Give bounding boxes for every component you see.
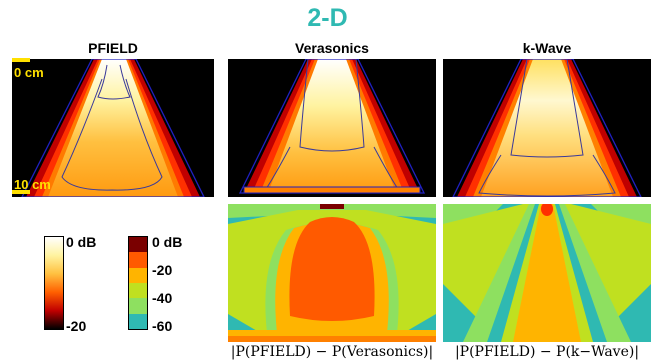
diff-colorbar-band bbox=[129, 237, 147, 252]
diff-colorbar-band bbox=[129, 283, 147, 298]
diff-colorbar-band bbox=[129, 268, 147, 283]
diff-colorbar-label-40: -40 bbox=[152, 290, 173, 306]
figure-title: 2-D bbox=[307, 4, 348, 32]
depth-label-10cm: 10 cm bbox=[14, 177, 51, 192]
kwave-field-image bbox=[452, 59, 642, 197]
depth-tick-10 bbox=[12, 190, 30, 194]
column-title-kwave: k-Wave bbox=[522, 40, 572, 56]
diff-caption-kwave: |P(PFIELD) − P(k−Wave)| bbox=[454, 344, 640, 360]
depth-tick-0 bbox=[12, 58, 30, 62]
field-colorbar-bottom-label: -20 bbox=[66, 318, 87, 334]
diff-colorbar bbox=[128, 236, 148, 330]
pfield-field-image bbox=[21, 59, 205, 197]
diff-colorbar-band bbox=[129, 298, 147, 314]
column-title-pfield: PFIELD bbox=[88, 40, 138, 56]
diff-colorbar-label-60: -60 bbox=[152, 318, 173, 334]
field-colorbar-top-label: 0 dB bbox=[66, 234, 97, 250]
diff-colorbar-label-0: 0 dB bbox=[152, 234, 183, 250]
kwave-diff-panel bbox=[443, 204, 651, 342]
field-colorbar bbox=[44, 236, 64, 330]
verasonics-diff-panel bbox=[228, 204, 436, 342]
diff-caption-verasonics: |P(PFIELD) − P(Verasonics)| bbox=[230, 344, 434, 360]
kwave-field-panel bbox=[443, 59, 651, 197]
pfield-field-panel bbox=[12, 59, 214, 197]
verasonics-diff-image bbox=[228, 204, 436, 342]
diff-colorbar-band bbox=[129, 252, 147, 268]
diff-colorbar-band bbox=[129, 314, 147, 329]
kwave-diff-image bbox=[443, 204, 651, 342]
verasonics-field-panel bbox=[228, 59, 436, 197]
column-title-verasonics: Verasonics bbox=[295, 40, 369, 56]
diff-colorbar-label-20: -20 bbox=[152, 262, 173, 278]
depth-label-0cm: 0 cm bbox=[14, 65, 44, 80]
verasonics-field-image bbox=[238, 59, 426, 194]
